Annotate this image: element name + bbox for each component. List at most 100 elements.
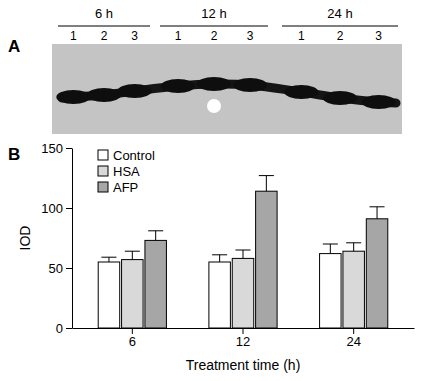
y-tick-mark bbox=[66, 208, 72, 209]
x-tick-mark bbox=[132, 328, 133, 334]
legend-item: AFP bbox=[98, 180, 138, 195]
x-axis: 6 12 24 bbox=[73, 328, 415, 349]
y-tick-label: 150 bbox=[41, 141, 63, 156]
blot-band bbox=[197, 77, 231, 91]
y-tick: 50 bbox=[49, 261, 72, 276]
bar bbox=[209, 262, 230, 328]
x-tick-label: 12 bbox=[236, 334, 250, 349]
blot-band bbox=[87, 88, 121, 102]
lane-label: 2 bbox=[101, 29, 108, 43]
lane-label: 1 bbox=[175, 29, 182, 43]
y-tick-label: 100 bbox=[41, 201, 63, 216]
error-bar-stem bbox=[377, 207, 378, 219]
bar bbox=[366, 219, 387, 328]
lane-label: 1 bbox=[298, 29, 305, 43]
x-tick-label: 6 bbox=[129, 334, 136, 349]
bar bbox=[320, 254, 341, 328]
error-bar-cap bbox=[235, 250, 250, 251]
y-tick-mark bbox=[66, 268, 72, 269]
y-tick: 150 bbox=[41, 141, 72, 156]
blot-band bbox=[284, 85, 318, 99]
y-tick-label: 50 bbox=[49, 261, 63, 276]
blot-background bbox=[52, 44, 402, 134]
y-axis-title: IOD bbox=[17, 226, 33, 251]
group-label: 6 h bbox=[95, 6, 113, 21]
panel-label: A bbox=[8, 37, 20, 56]
y-tick-mark bbox=[66, 148, 72, 149]
panel-label: B bbox=[8, 145, 20, 164]
x-tick: 24 bbox=[346, 328, 360, 349]
error-bar-cap bbox=[148, 230, 163, 231]
x-tick-mark bbox=[243, 328, 244, 334]
legend-item: HSA bbox=[98, 164, 140, 179]
lane-label: 2 bbox=[211, 29, 218, 43]
lane-label: 3 bbox=[131, 29, 138, 43]
y-axis-line bbox=[72, 149, 73, 329]
error-bar-stem bbox=[243, 250, 244, 258]
series bbox=[98, 244, 341, 328]
group-line bbox=[58, 26, 150, 27]
x-tick-mark bbox=[353, 328, 354, 334]
plot-area bbox=[98, 176, 388, 328]
error-bar bbox=[125, 251, 140, 259]
error-bar-stem bbox=[219, 255, 220, 262]
bar bbox=[98, 262, 119, 328]
blot-band bbox=[362, 95, 396, 109]
x-axis-title: Treatment time (h) bbox=[186, 357, 301, 373]
error-bar bbox=[323, 244, 338, 254]
error-bar-cap bbox=[323, 244, 338, 245]
figure: A6 h12312 h12324 h123B05010015061224Trea… bbox=[0, 0, 424, 381]
blot-band bbox=[118, 84, 152, 98]
panel-b: B 0 50 100 150 6 12 24 Treatment time (h) IOD Cont… bbox=[8, 141, 415, 373]
x-tick-label: 24 bbox=[346, 334, 360, 349]
group-label: 12 h bbox=[201, 6, 226, 21]
legend-item: Control bbox=[98, 148, 155, 163]
bar bbox=[232, 258, 253, 328]
x-tick: 6 bbox=[129, 328, 136, 349]
error-bar bbox=[235, 250, 250, 258]
legend-label: HSA bbox=[113, 164, 140, 179]
legend-label: AFP bbox=[113, 180, 138, 195]
y-tick: 100 bbox=[41, 201, 72, 216]
series bbox=[145, 176, 388, 328]
group-line bbox=[160, 26, 268, 27]
bar bbox=[256, 191, 277, 328]
legend-swatch bbox=[98, 150, 108, 160]
error-bar-cap bbox=[212, 254, 227, 255]
legend: ControlHSAAFP bbox=[98, 148, 155, 195]
blot-band bbox=[323, 91, 357, 105]
error-bar-stem bbox=[353, 243, 354, 251]
error-bar-cap bbox=[101, 257, 116, 258]
error-bar bbox=[101, 257, 116, 262]
error-bar-cap bbox=[346, 242, 361, 243]
error-bar bbox=[346, 243, 361, 251]
bar bbox=[343, 251, 364, 328]
error-bar-cap bbox=[370, 206, 385, 207]
y-axis: 0 50 100 150 bbox=[41, 141, 72, 336]
error-bar bbox=[370, 207, 385, 219]
error-bar-stem bbox=[108, 257, 109, 262]
group-label: 24 h bbox=[327, 6, 352, 21]
error-bar bbox=[259, 176, 274, 192]
panel-a: A6 h12312 h12324 h123 bbox=[8, 6, 402, 134]
group-line bbox=[282, 26, 398, 27]
lane-label: 3 bbox=[375, 29, 382, 43]
error-bar-cap bbox=[259, 175, 274, 176]
y-tick-label: 0 bbox=[56, 321, 63, 336]
bar bbox=[122, 260, 143, 328]
y-tick-mark bbox=[66, 328, 72, 329]
lane-label: 3 bbox=[247, 29, 254, 43]
legend-swatch bbox=[98, 182, 108, 192]
legend-label: Control bbox=[113, 148, 155, 163]
blot-band bbox=[233, 78, 267, 92]
blot-band bbox=[161, 79, 195, 93]
lane-label: 2 bbox=[337, 29, 344, 43]
error-bar-stem bbox=[266, 176, 267, 192]
error-bar-stem bbox=[155, 231, 156, 241]
legend-swatch bbox=[98, 166, 108, 176]
error-bar-stem bbox=[132, 251, 133, 259]
error-bar bbox=[212, 255, 227, 262]
bar bbox=[145, 240, 166, 328]
y-tick: 0 bbox=[56, 321, 72, 336]
blot-artifact bbox=[207, 99, 221, 113]
